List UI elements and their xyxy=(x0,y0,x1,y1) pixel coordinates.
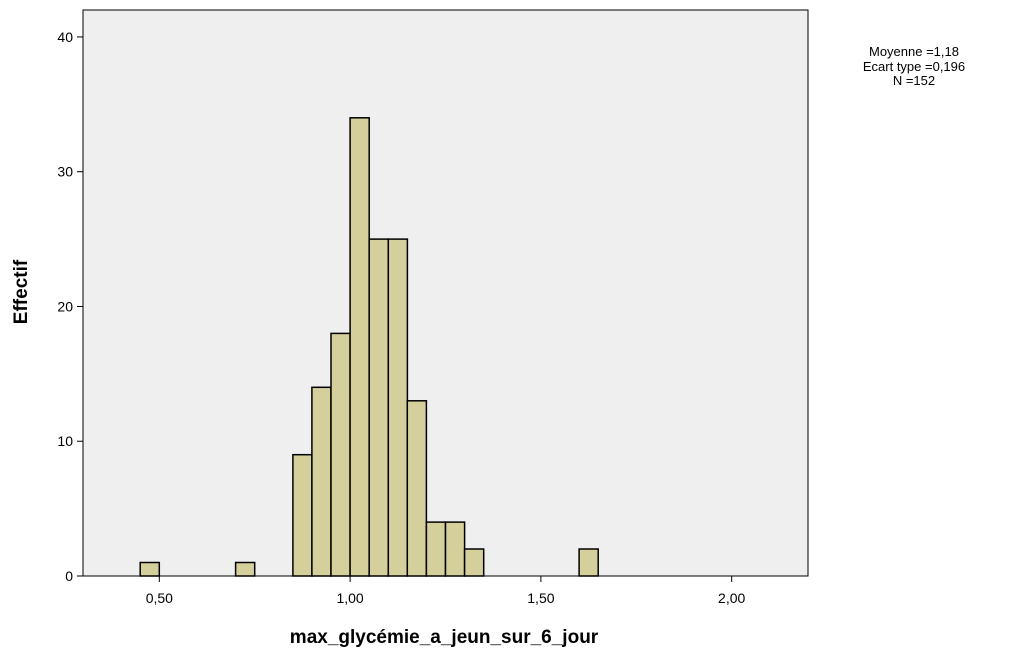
y-axis: 0 10 20 30 40 xyxy=(57,29,83,584)
histogram-bar xyxy=(387,238,409,577)
histogram-bar xyxy=(292,453,313,577)
histogram-bar xyxy=(444,521,466,577)
histogram-bar xyxy=(330,332,351,577)
histogram-bar xyxy=(425,521,447,577)
stats-std-dev: Ecart type =0,196 xyxy=(863,59,965,74)
y-tick-label: 20 xyxy=(57,298,73,314)
histogram-bar xyxy=(139,561,161,577)
plot-area-background xyxy=(82,9,809,577)
x-tick-label: 1,00 xyxy=(336,590,363,606)
histogram-bar xyxy=(406,400,428,577)
histogram-bar xyxy=(311,386,332,577)
stats-mean: Moyenne =1,18 xyxy=(869,44,959,59)
histogram-bar xyxy=(368,238,390,577)
x-tick-label: 1,50 xyxy=(527,590,554,606)
histogram-bar xyxy=(578,548,599,577)
y-tick-label: 0 xyxy=(65,568,73,584)
y-axis-title: Effectif xyxy=(11,259,32,324)
x-axis: 0,50 1,00 1,50 2,00 xyxy=(146,576,746,606)
bars-group xyxy=(139,117,599,577)
y-tick-label: 40 xyxy=(57,29,73,45)
y-tick-label: 30 xyxy=(57,164,73,180)
stats-n: N =152 xyxy=(893,73,935,88)
x-tick-label: 2,00 xyxy=(718,590,745,606)
histogram-bar xyxy=(349,117,370,577)
histogram-bar xyxy=(463,548,485,577)
x-axis-title: max_glycémie_a_jeun_sur_6_jour xyxy=(290,627,599,648)
x-tick-label: 0,50 xyxy=(146,590,173,606)
histogram-bar xyxy=(234,561,256,577)
stats-box: Moyenne =1,18 Ecart type =0,196 N =152 xyxy=(863,44,965,88)
y-tick-label: 10 xyxy=(57,433,73,449)
